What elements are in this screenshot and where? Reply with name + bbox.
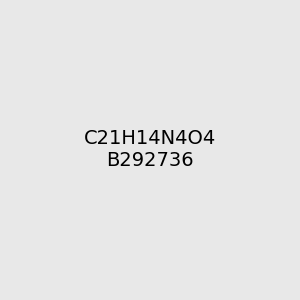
- Text: C21H14N4O4
B292736: C21H14N4O4 B292736: [84, 130, 216, 170]
